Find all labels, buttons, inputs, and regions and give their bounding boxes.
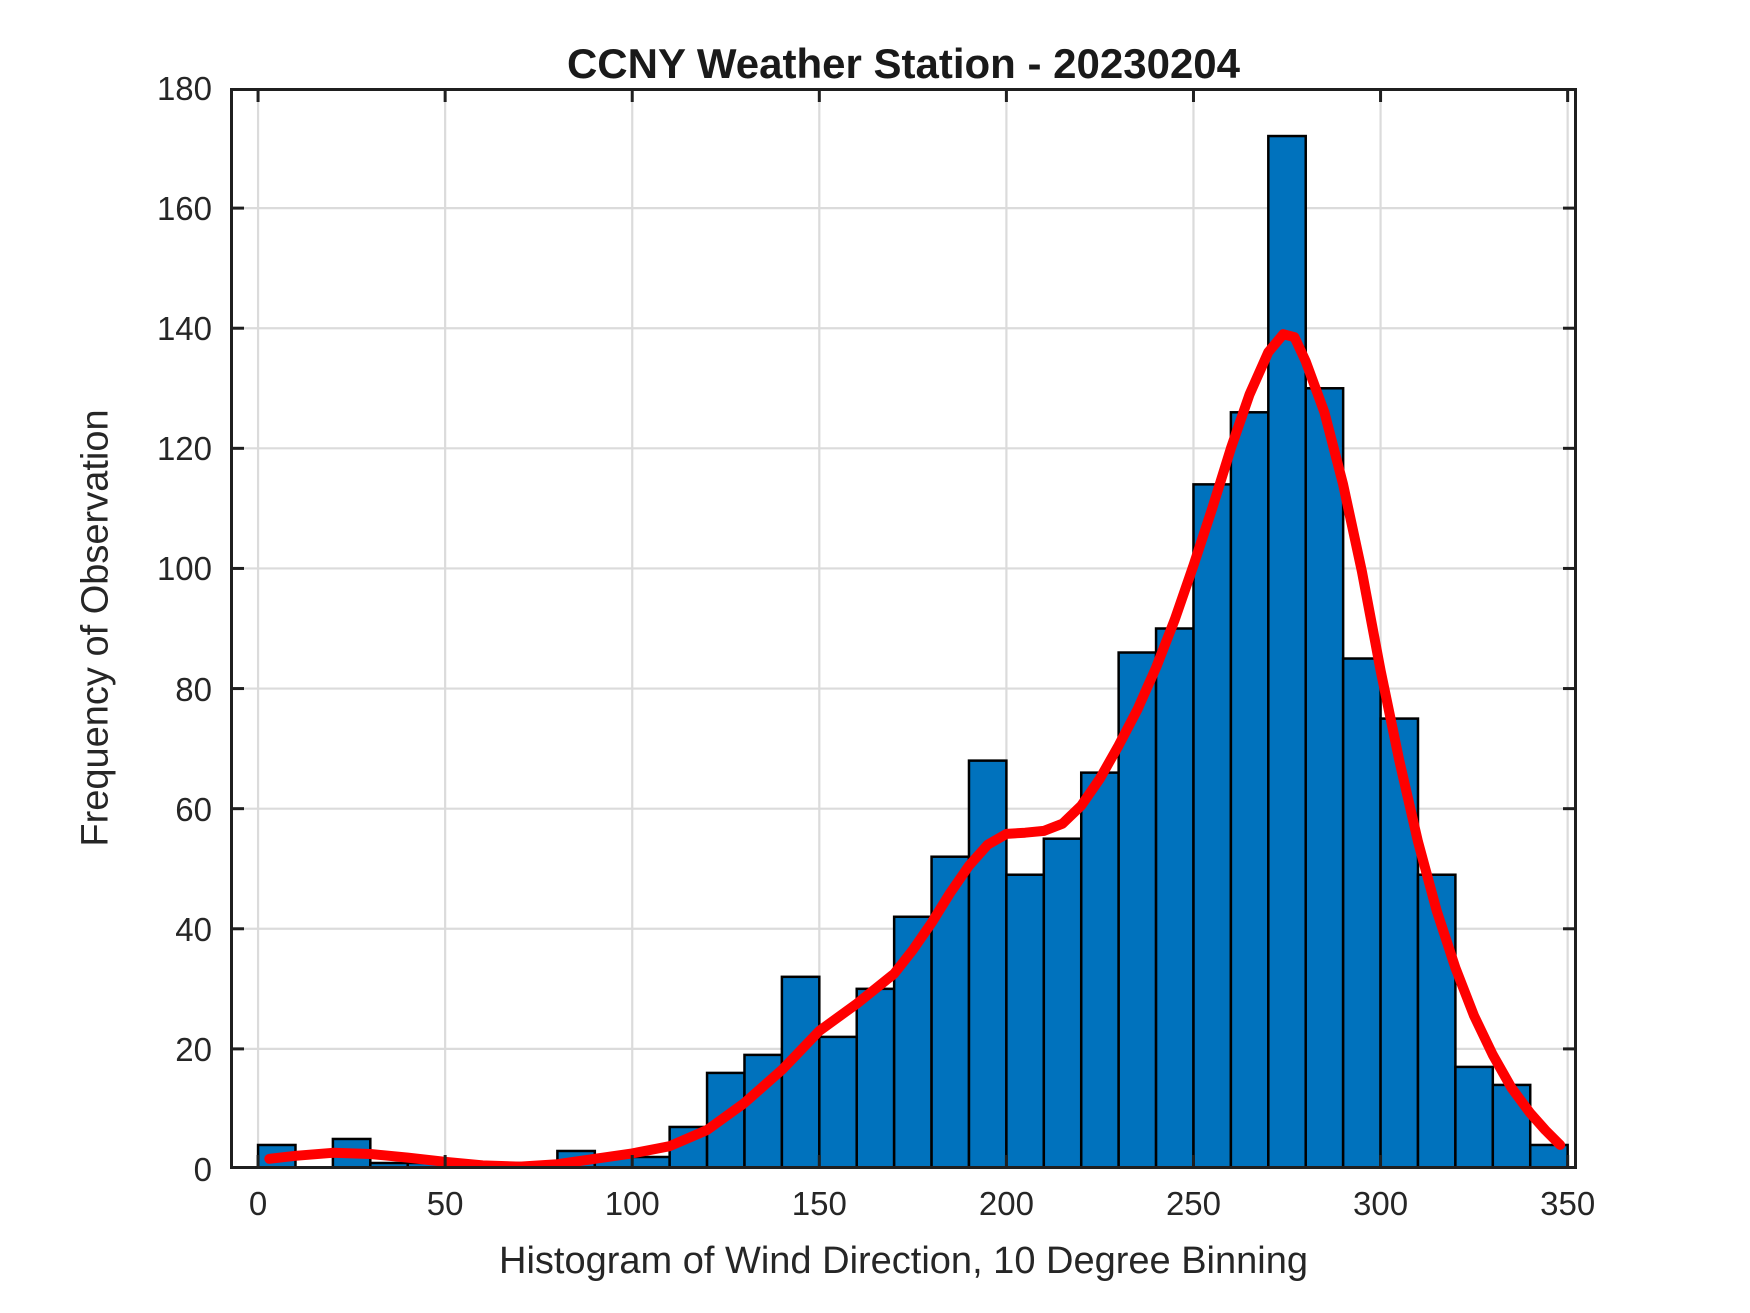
x-tick-label-200: 200: [978, 1185, 1034, 1222]
histogram-bar-210-220: [1042, 837, 1083, 1169]
histogram-bar-230-240: [1117, 651, 1158, 1169]
histogram-bar-300-310: [1379, 717, 1420, 1169]
density-curve-path: [264, 329, 1566, 1169]
histogram-bar-260-270: [1229, 411, 1270, 1169]
histogram-bar-280-290: [1304, 387, 1345, 1169]
x-tick-label-100: 100: [604, 1185, 660, 1222]
histogram-bar-250-260: [1192, 483, 1233, 1169]
histogram-bar-150-160: [818, 1035, 858, 1169]
x-tick-label-350: 350: [1540, 1185, 1596, 1222]
histogram-bar-240-250: [1154, 627, 1195, 1169]
histogram-bar-320-330: [1454, 1065, 1495, 1169]
axis-box: [230, 88, 1577, 1169]
histogram-bar-140-150: [780, 975, 821, 1169]
histogram-bar-270-280: [1267, 134, 1307, 1169]
y-tick-label-120: 120: [156, 430, 212, 468]
histogram-bar-330-340: [1491, 1083, 1532, 1169]
x-tick-label-150: 150: [791, 1185, 847, 1222]
histogram-bar-190-200: [967, 759, 1008, 1169]
histogram-bar-180-190: [930, 855, 971, 1169]
x-axis-label: Histogram of Wind Direction, 10 Degree B…: [499, 1240, 1308, 1282]
x-tick-label-50: 50: [426, 1185, 464, 1222]
histogram-bar-220-230: [1079, 771, 1120, 1169]
y-tick-label-0: 0: [193, 1151, 212, 1188]
axis-box-border: [230, 88, 1577, 1169]
chart-title: CCNY Weather Station - 20230204: [566, 40, 1241, 87]
histogram-plot: [230, 88, 1577, 1169]
density-curve-line: [264, 329, 1566, 1169]
histogram-bar-160-170: [855, 987, 896, 1169]
y-tick-label-140: 140: [156, 310, 212, 348]
y-tick-label-20: 20: [175, 1030, 212, 1068]
y-tick-label-60: 60: [175, 790, 212, 828]
y-tick-label-80: 80: [175, 670, 212, 708]
histogram-bar-290-300: [1341, 657, 1382, 1169]
y-tick-label-100: 100: [156, 550, 212, 588]
plot-area: [230, 88, 1577, 1169]
x-tick-label-0: 0: [248, 1185, 268, 1222]
y-tick-label-180: 180: [156, 70, 212, 107]
x-tick-label-250: 250: [1165, 1185, 1221, 1222]
y-tick-label-160: 160: [156, 190, 212, 228]
y-tick-label-40: 40: [175, 910, 212, 948]
y-axis-label: Frequency of Observation: [74, 409, 117, 847]
histogram-bars: [256, 134, 1569, 1169]
histogram-bar-200-210: [1005, 873, 1046, 1169]
x-tick-label-300: 300: [1353, 1185, 1409, 1222]
